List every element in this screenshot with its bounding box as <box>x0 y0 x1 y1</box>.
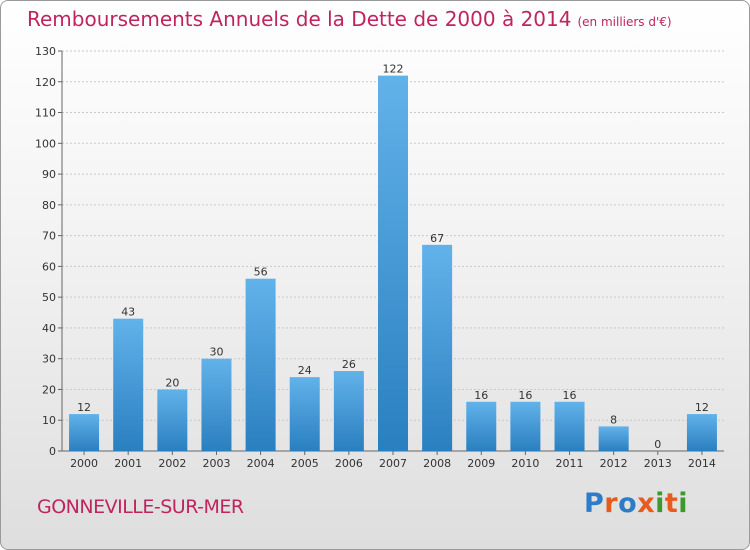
x-tick-label: 2007 <box>379 457 407 470</box>
commune-name: GONNEVILLE-SUR-MER <box>37 496 244 518</box>
bar <box>157 389 188 451</box>
bar <box>245 278 276 451</box>
logo-letter: i <box>655 488 665 519</box>
logo-letter: r <box>604 488 619 519</box>
y-tick-label: 30 <box>42 353 56 366</box>
bar-value-label: 122 <box>383 63 404 76</box>
bar <box>113 318 144 451</box>
bar-value-label: 16 <box>518 389 532 402</box>
y-tick-label: 100 <box>35 137 56 150</box>
y-tick-label: 0 <box>49 445 56 458</box>
bar <box>69 414 100 451</box>
y-tick-label: 10 <box>42 414 56 427</box>
x-tick-label: 2011 <box>556 457 584 470</box>
x-tick-label: 2002 <box>158 457 186 470</box>
x-tick-label: 2004 <box>247 457 275 470</box>
bar-value-label: 56 <box>254 266 268 279</box>
x-tick-label: 2008 <box>423 457 451 470</box>
y-tick-label: 50 <box>42 291 56 304</box>
x-tick-label: 2012 <box>600 457 628 470</box>
bar-value-label: 12 <box>77 401 91 414</box>
bar <box>333 371 364 451</box>
bar-value-label: 24 <box>298 364 312 377</box>
logo-letter: P <box>584 488 605 519</box>
bar-value-label: 43 <box>121 306 135 319</box>
x-tick-label: 2014 <box>688 457 716 470</box>
bar-value-label: 30 <box>209 346 223 359</box>
logo-letter: t <box>664 488 679 519</box>
x-tick-label: 2000 <box>70 457 98 470</box>
x-tick-label: 2010 <box>511 457 539 470</box>
bar <box>289 377 320 451</box>
y-tick-label: 70 <box>42 230 56 243</box>
bar-value-label: 0 <box>654 438 661 451</box>
unit-note: (en milliers d'€) <box>577 15 672 29</box>
bar <box>598 426 629 451</box>
y-tick-label: 40 <box>42 322 56 335</box>
chart-title-text: Remboursements Annuels de la Dette de 20… <box>27 7 572 31</box>
chart-title: Remboursements Annuels de la Dette de 20… <box>27 7 672 31</box>
bar <box>201 358 232 451</box>
bar <box>510 401 541 451</box>
bar <box>554 401 585 451</box>
x-tick-label: 2005 <box>291 457 319 470</box>
logo-letter: o <box>618 488 638 519</box>
y-tick-label: 20 <box>42 383 56 396</box>
y-tick-label: 60 <box>42 260 56 273</box>
logo-letter: i <box>678 488 689 519</box>
x-tick-label: 2013 <box>644 457 672 470</box>
bar-value-label: 8 <box>610 413 617 426</box>
logo-letter: x <box>637 488 656 519</box>
bar-value-label: 67 <box>430 232 444 245</box>
x-tick-label: 2003 <box>202 457 230 470</box>
bar <box>466 401 497 451</box>
y-tick-label: 90 <box>42 168 56 181</box>
bar-value-label: 20 <box>165 376 179 389</box>
x-tick-label: 2006 <box>335 457 363 470</box>
proxiti-logo: Proxiti <box>584 488 688 519</box>
bar <box>686 414 717 451</box>
bar-value-label: 16 <box>474 389 488 402</box>
x-tick-label: 2009 <box>467 457 495 470</box>
bar-value-label: 12 <box>695 401 709 414</box>
y-tick-label: 130 <box>35 45 56 58</box>
bar <box>378 75 408 451</box>
bar <box>422 244 453 451</box>
y-tick-label: 80 <box>42 199 56 212</box>
y-tick-label: 110 <box>35 107 56 120</box>
bar-value-label: 16 <box>563 389 577 402</box>
bar-value-label: 26 <box>342 358 356 371</box>
y-tick-label: 120 <box>35 76 56 89</box>
x-tick-label: 2001 <box>114 457 142 470</box>
